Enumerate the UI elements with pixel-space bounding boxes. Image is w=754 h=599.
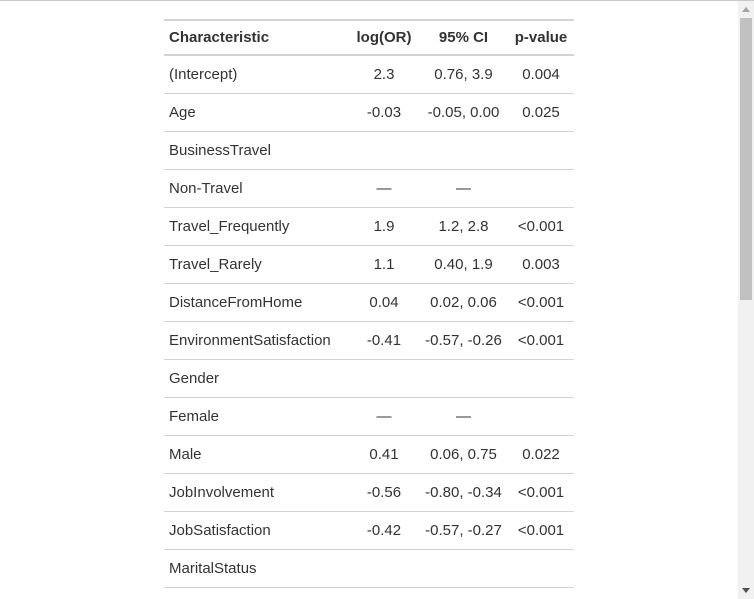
row-label: (Intercept) bbox=[164, 55, 349, 94]
row-label: Travel_Frequently bbox=[164, 207, 349, 246]
row-log-or: -0.42 bbox=[349, 511, 419, 550]
row-label: DistanceFromHome bbox=[164, 283, 349, 322]
row-label: JobInvolvement bbox=[164, 473, 349, 512]
row-log-or: -0.03 bbox=[349, 93, 419, 132]
table-row: BusinessTravel bbox=[164, 131, 574, 170]
row-p-value bbox=[508, 549, 574, 588]
row-log-or: 1.1 bbox=[349, 245, 419, 284]
row-label: Travel_Rarely bbox=[164, 245, 349, 284]
row-ci: -0.57, -0.27 bbox=[419, 511, 508, 550]
row-ci: 0.06, 0.75 bbox=[419, 435, 508, 474]
table-row: EnvironmentSatisfaction -0.41 -0.57, -0.… bbox=[164, 321, 574, 360]
row-label: JobSatisfaction bbox=[164, 511, 349, 550]
row-p-value: <0.001 bbox=[508, 473, 574, 512]
table-row: Female — — bbox=[164, 397, 574, 436]
row-label: Age bbox=[164, 93, 349, 132]
row-log-or: — bbox=[349, 397, 419, 436]
table-row: Age -0.03 -0.05, 0.00 0.025 bbox=[164, 93, 574, 132]
table-row: Travel_Rarely 1.1 0.40, 1.9 0.003 bbox=[164, 245, 574, 284]
row-label: MaritalStatus bbox=[164, 549, 349, 588]
row-ci: -0.80, -0.34 bbox=[419, 473, 508, 512]
row-p-value: <0.001 bbox=[508, 321, 574, 360]
row-log-or: -0.56 bbox=[349, 473, 419, 512]
row-log-or bbox=[349, 359, 419, 398]
row-p-value: <0.001 bbox=[508, 511, 574, 550]
row-label: Non-Travel bbox=[164, 169, 349, 208]
table-row: JobSatisfaction -0.42 -0.57, -0.27 <0.00… bbox=[164, 511, 574, 550]
row-p-value: 0.003 bbox=[508, 245, 574, 284]
header-p-value: p-value bbox=[508, 20, 574, 56]
scroll-up-arrow-icon[interactable] bbox=[742, 7, 750, 12]
regression-table: Characteristic log(OR) 95% CI p-value (I… bbox=[164, 19, 574, 588]
header-ci: 95% CI bbox=[419, 20, 508, 56]
document-viewport: Characteristic log(OR) 95% CI p-value (I… bbox=[0, 1, 738, 599]
row-ci: — bbox=[419, 397, 508, 436]
row-p-value: 0.025 bbox=[508, 93, 574, 132]
row-log-or: 1.9 bbox=[349, 207, 419, 246]
row-label: Male bbox=[164, 435, 349, 474]
scrollbar-thumb[interactable] bbox=[740, 18, 752, 300]
table-row: MaritalStatus bbox=[164, 549, 574, 588]
row-log-or: 2.3 bbox=[349, 55, 419, 94]
row-log-or: — bbox=[349, 169, 419, 208]
vertical-scrollbar[interactable] bbox=[738, 1, 754, 599]
row-log-or: 0.41 bbox=[349, 435, 419, 474]
row-label: EnvironmentSatisfaction bbox=[164, 321, 349, 360]
row-ci: 0.76, 3.9 bbox=[419, 55, 508, 94]
header-characteristic: Characteristic bbox=[164, 20, 349, 56]
row-p-value bbox=[508, 359, 574, 398]
row-ci: -0.05, 0.00 bbox=[419, 93, 508, 132]
table-row: JobInvolvement -0.56 -0.80, -0.34 <0.001 bbox=[164, 473, 574, 512]
row-label: Gender bbox=[164, 359, 349, 398]
row-ci: 0.40, 1.9 bbox=[419, 245, 508, 284]
table-row: DistanceFromHome 0.04 0.02, 0.06 <0.001 bbox=[164, 283, 574, 322]
row-p-value: 0.004 bbox=[508, 55, 574, 94]
row-ci bbox=[419, 131, 508, 170]
table-row: Travel_Frequently 1.9 1.2, 2.8 <0.001 bbox=[164, 207, 574, 246]
row-p-value: 0.022 bbox=[508, 435, 574, 474]
header-log-or: log(OR) bbox=[349, 20, 419, 56]
table-row: Non-Travel — — bbox=[164, 169, 574, 208]
row-p-value bbox=[508, 169, 574, 208]
row-log-or: -0.41 bbox=[349, 321, 419, 360]
row-log-or bbox=[349, 549, 419, 588]
table-row: (Intercept) 2.3 0.76, 3.9 0.004 bbox=[164, 55, 574, 94]
row-p-value: <0.001 bbox=[508, 283, 574, 322]
table-row: Gender bbox=[164, 359, 574, 398]
row-log-or: 0.04 bbox=[349, 283, 419, 322]
row-ci bbox=[419, 359, 508, 398]
row-ci: -0.57, -0.26 bbox=[419, 321, 508, 360]
row-ci bbox=[419, 549, 508, 588]
scroll-down-arrow-icon[interactable] bbox=[742, 588, 750, 593]
row-ci: 0.02, 0.06 bbox=[419, 283, 508, 322]
row-log-or bbox=[349, 131, 419, 170]
row-label: Female bbox=[164, 397, 349, 436]
row-label: BusinessTravel bbox=[164, 131, 349, 170]
row-ci: 1.2, 2.8 bbox=[419, 207, 508, 246]
table-row: Male 0.41 0.06, 0.75 0.022 bbox=[164, 435, 574, 474]
row-p-value: <0.001 bbox=[508, 207, 574, 246]
row-ci: — bbox=[419, 169, 508, 208]
row-p-value bbox=[508, 397, 574, 436]
row-p-value bbox=[508, 131, 574, 170]
table-header-row: Characteristic log(OR) 95% CI p-value bbox=[164, 20, 574, 56]
